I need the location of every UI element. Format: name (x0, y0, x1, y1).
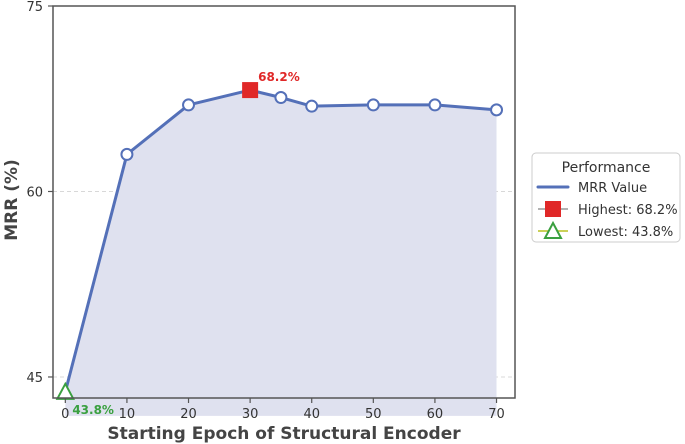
area-under-curve (65, 90, 497, 416)
legend-lowest-triangle-icon (543, 220, 563, 239)
x-axis-title: Starting Epoch of Structural Encoder (107, 424, 461, 444)
legend-title: Performance (562, 160, 651, 176)
plot-frame (52, 5, 516, 399)
y-axis-ticks: 45 60 75 (26, 0, 53, 386)
highest-annotation: 68.2% (258, 70, 300, 84)
data-points (55, 82, 504, 400)
y-tick-label-45: 45 (26, 371, 43, 386)
x-tick-label-60: 60 (427, 407, 444, 422)
legend: Performance MRR Value Highest: 68.2% Low… (531, 152, 681, 243)
data-point-x40 (305, 99, 319, 113)
data-point-x60 (428, 98, 442, 112)
x-tick-label-30: 30 (242, 407, 259, 422)
y-tick-label-60: 60 (26, 185, 43, 200)
x-tick-label-20: 20 (180, 407, 197, 422)
x-tick-label-40: 40 (303, 407, 320, 422)
data-point-x35 (274, 91, 288, 105)
y-tick-label-75: 75 (26, 0, 43, 15)
x-axis-ticks: 0 10 20 30 40 50 60 70 (61, 398, 505, 422)
x-tick-label-10: 10 (119, 407, 136, 422)
x-tick-label-50: 50 (365, 407, 382, 422)
data-point-x50 (366, 98, 380, 112)
legend-entry-lowest: Lowest: 43.8% (578, 225, 673, 240)
x-tick-label-70: 70 (488, 407, 505, 422)
legend-entry-mrr: MRR Value (578, 181, 647, 196)
legend-highest-square-icon (545, 201, 561, 217)
highest-point-square-icon (242, 82, 259, 99)
data-point-x20 (182, 98, 196, 112)
lowest-annotation: 43.8% (72, 403, 114, 417)
legend-entry-highest: Highest: 68.2% (578, 203, 678, 218)
data-point-x10 (120, 147, 134, 161)
legend-box (531, 152, 681, 243)
x-tick-label-0: 0 (61, 407, 69, 422)
data-point-x70 (490, 103, 504, 117)
y-axis-title: MRR (%) (2, 159, 22, 241)
